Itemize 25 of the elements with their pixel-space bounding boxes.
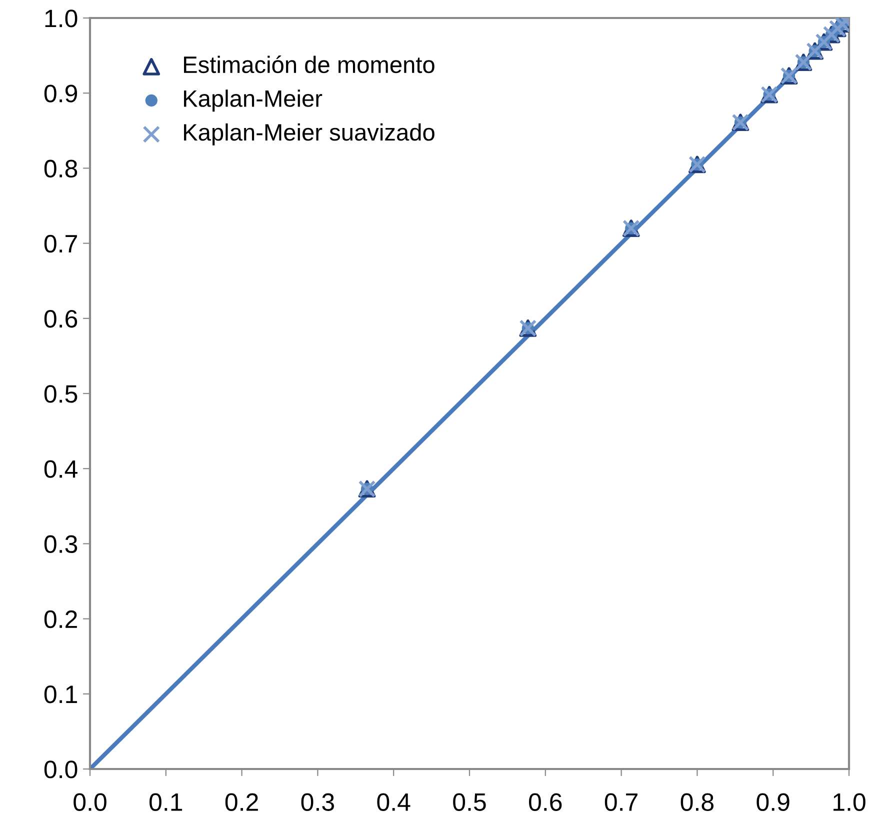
y-tick-label: 0.1 [44,686,77,704]
x-tick-label: 0.4 [377,793,410,811]
x-tick-label: 0.7 [604,793,638,811]
legend-label: Estimación de momento [184,56,434,74]
x-tick-label: 0.9 [756,793,790,811]
y-tick-label: 0.4 [44,460,78,478]
y-tick-label: 1.0 [45,10,78,28]
x-tick-label: 0.2 [225,793,258,811]
x-tick-label: 0.3 [301,793,334,811]
x-tick-label: 0.1 [150,793,182,811]
y-tick-label: 0.6 [44,310,78,328]
y-tick-label: 0.9 [44,84,78,102]
legend-label: Kaplan-Meier suavizado [184,123,434,146]
x-tick-label: 1.0 [834,793,866,811]
y-tick-label: 0.0 [44,760,78,778]
y-tick-label: 0.7 [44,234,77,253]
legend-label: Kaplan-Meier [184,90,322,112]
x-tick-label: 0.5 [453,793,486,811]
y-tick-label: 0.2 [44,610,77,628]
x-tick-label: 0.8 [680,793,714,811]
x-tick-label: 0.0 [74,793,106,811]
y-tick-label: 0.3 [44,535,78,554]
y-tick-label: 0.8 [44,160,78,178]
y-tick-label: 0.5 [44,385,78,403]
x-tick-label: 0.6 [529,793,562,811]
